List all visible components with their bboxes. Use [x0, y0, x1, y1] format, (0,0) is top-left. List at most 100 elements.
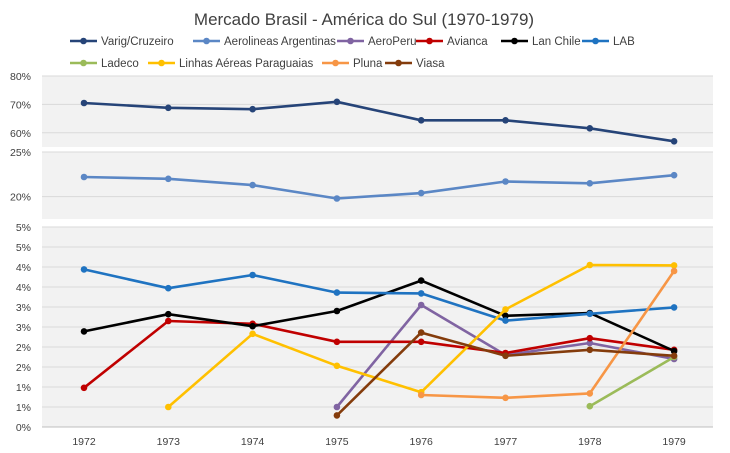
x-tick-label: 1972	[72, 436, 96, 448]
legend-item-aerolineas-argentinas: Aerolineas Argentinas	[193, 36, 336, 48]
data-point	[80, 173, 88, 181]
data-point	[417, 329, 425, 336]
data-point	[502, 317, 509, 324]
y-tick-label: 70%	[10, 99, 31, 111]
series-line	[83, 173, 675, 200]
legend-swatch-marker	[395, 59, 402, 67]
series-lab	[80, 266, 678, 324]
data-point	[502, 306, 509, 313]
y-tick-label: 25%	[10, 147, 31, 159]
legend-label: LAB	[613, 36, 635, 48]
data-point	[249, 271, 256, 279]
data-point	[670, 267, 678, 275]
data-point	[670, 262, 678, 269]
y-tick-label: 1%	[16, 402, 31, 414]
series-line	[83, 319, 675, 389]
y-tick-label: 5%	[16, 242, 31, 254]
data-point	[670, 352, 678, 360]
data-point	[586, 334, 594, 342]
y-tick-label: 5%	[16, 222, 31, 234]
data-point	[165, 317, 172, 325]
y-tick-label: 1%	[16, 382, 31, 394]
legend-item-aeroperu: AeroPeru	[337, 36, 417, 48]
data-point	[417, 290, 425, 297]
plot-area	[80, 98, 678, 419]
data-point	[586, 390, 594, 397]
legend-item-viasa: Viasa	[385, 58, 445, 70]
x-tick-label: 1974	[241, 436, 265, 448]
data-point	[249, 322, 256, 330]
y-tick-label: 4%	[16, 262, 31, 274]
data-point	[249, 105, 256, 113]
data-point	[80, 99, 88, 107]
x-tick-label: 1977	[494, 436, 518, 448]
chart-title: Mercado Brasil - América do Sul (1970-19…	[194, 10, 534, 29]
y-tick-label: 60%	[10, 128, 31, 140]
data-point	[586, 339, 594, 347]
data-point	[80, 266, 88, 273]
data-point	[249, 330, 256, 338]
legend-swatch-marker	[511, 37, 518, 45]
legend-item-varig-cruzeiro: Varig/Cruzeiro	[70, 36, 174, 48]
data-point	[586, 402, 594, 410]
legend: Varig/Cruzeiro Aerolineas Argentinas AeroP…	[70, 36, 635, 70]
panel-1: 60% 70% 80%	[10, 71, 713, 147]
legend-label: Viasa	[416, 58, 445, 70]
x-tick-label: 1978	[578, 436, 602, 448]
data-point	[417, 189, 425, 197]
data-point	[165, 310, 172, 318]
data-point	[670, 138, 678, 145]
data-point	[333, 403, 341, 411]
legend-item-lan-chile: Lan Chile	[501, 36, 581, 48]
legend-swatch-marker	[426, 37, 433, 45]
legend-label: Varig/Cruzeiro	[101, 36, 174, 48]
data-point	[586, 346, 594, 354]
data-point	[586, 180, 594, 187]
legend-swatch-marker	[592, 37, 599, 45]
y-tick-label: 3%	[16, 322, 31, 334]
data-point	[333, 289, 341, 296]
data-point	[586, 261, 594, 269]
data-point	[586, 125, 594, 132]
legend-swatch-marker	[158, 59, 165, 67]
legend-label: AeroPeru	[368, 36, 417, 48]
panel-2: 20% 25%	[10, 147, 713, 219]
data-point	[249, 181, 256, 189]
y-tick-label: 20%	[10, 192, 31, 204]
y-tick-label: 2%	[16, 362, 31, 374]
legend-item-avianca: Avianca	[416, 36, 488, 48]
legend-swatch-marker	[347, 37, 354, 45]
panel-background	[42, 152, 713, 219]
data-point	[502, 312, 509, 320]
y-tick-label: 0%	[16, 422, 31, 434]
y-tick-label: 80%	[10, 71, 31, 83]
y-tick-label: 3%	[16, 302, 31, 314]
series-lan-chile	[80, 277, 678, 355]
data-point	[333, 362, 341, 370]
data-point	[417, 277, 425, 284]
data-point	[333, 195, 341, 202]
data-point	[165, 175, 172, 183]
legend-swatch-marker	[203, 37, 210, 45]
data-point	[670, 347, 678, 355]
data-point	[502, 178, 509, 185]
legend-item-ladeco: Ladeco	[70, 58, 139, 70]
data-point	[80, 328, 88, 335]
x-tick-label: 1979	[662, 436, 686, 448]
legend-label: Ladeco	[101, 58, 139, 70]
data-point	[333, 98, 341, 106]
legend-swatch-marker	[332, 59, 339, 67]
legend-label: Aerolineas Argentinas	[224, 36, 336, 48]
y-tick-label: 2%	[16, 342, 31, 354]
series-line	[83, 279, 675, 353]
data-point	[165, 104, 172, 112]
data-point	[502, 117, 509, 124]
series-line	[83, 268, 675, 322]
data-point	[417, 117, 425, 124]
data-point	[165, 403, 172, 411]
series-aerolineas-argentinas	[80, 171, 678, 202]
series-line	[83, 100, 675, 143]
plot-panels: 60% 70% 80% 20% 25% 0% 1% 1% 2% 2% 3% 3% 4% 4% 5% 5%	[10, 71, 713, 434]
legend-swatch-marker	[80, 59, 87, 67]
